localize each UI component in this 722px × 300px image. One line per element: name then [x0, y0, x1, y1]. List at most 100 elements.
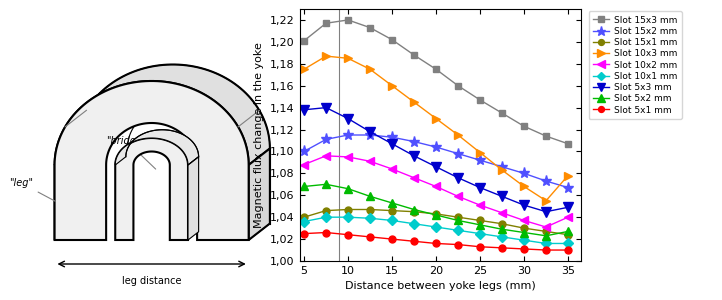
Slot 5x2 mm	[453, 219, 462, 222]
Slot 5x3 mm	[300, 108, 308, 112]
Slot 5x1 mm	[344, 233, 352, 236]
Slot 15x1 mm	[388, 209, 396, 212]
Slot 10x1 mm	[388, 219, 396, 222]
Slot 10x1 mm	[497, 235, 506, 239]
Line: Slot 10x3 mm: Slot 10x3 mm	[300, 52, 572, 205]
Slot 5x3 mm	[322, 106, 331, 110]
Text: "leg": "leg"	[9, 178, 55, 201]
X-axis label: Distance between yoke legs (mm): Distance between yoke legs (mm)	[345, 281, 536, 291]
Slot 15x1 mm	[300, 215, 308, 219]
Slot 10x2 mm	[322, 154, 331, 158]
Text: leg distance: leg distance	[122, 276, 181, 286]
Line: Slot 5x3 mm: Slot 5x3 mm	[299, 103, 573, 217]
Polygon shape	[55, 148, 76, 240]
Slot 10x2 mm	[542, 225, 550, 229]
Slot 15x3 mm	[388, 38, 396, 41]
Slot 10x1 mm	[300, 220, 308, 224]
Slot 10x3 mm	[497, 168, 506, 172]
Slot 15x3 mm	[453, 84, 462, 88]
Slot 5x1 mm	[365, 235, 374, 239]
Slot 15x3 mm	[432, 68, 440, 71]
Slot 10x3 mm	[322, 54, 331, 58]
Slot 15x2 mm	[564, 186, 573, 189]
Slot 15x3 mm	[322, 21, 331, 25]
Slot 5x2 mm	[476, 223, 484, 226]
Slot 5x2 mm	[497, 227, 506, 231]
Slot 10x3 mm	[453, 133, 462, 137]
Slot 15x3 mm	[497, 111, 506, 115]
Slot 15x2 mm	[322, 138, 331, 141]
Slot 5x1 mm	[453, 243, 462, 246]
Slot 15x3 mm	[300, 39, 308, 43]
Slot 5x1 mm	[564, 248, 573, 252]
Slot 15x3 mm	[476, 98, 484, 102]
Slot 15x2 mm	[344, 133, 352, 137]
Slot 10x3 mm	[300, 68, 308, 71]
Slot 10x2 mm	[476, 203, 484, 207]
Slot 10x1 mm	[453, 229, 462, 232]
Slot 10x2 mm	[344, 155, 352, 159]
Slot 5x3 mm	[497, 195, 506, 198]
Slot 5x1 mm	[409, 239, 418, 243]
Slot 10x1 mm	[322, 215, 331, 219]
Slot 10x3 mm	[365, 68, 374, 71]
Line: Slot 15x3 mm: Slot 15x3 mm	[300, 16, 572, 147]
Slot 15x1 mm	[497, 222, 506, 226]
Slot 15x3 mm	[365, 26, 374, 29]
Slot 15x2 mm	[542, 179, 550, 183]
Slot 10x3 mm	[344, 56, 352, 60]
Slot 15x2 mm	[520, 172, 529, 175]
Slot 10x2 mm	[520, 219, 529, 222]
Slot 15x2 mm	[300, 150, 308, 153]
Slot 10x3 mm	[564, 174, 573, 177]
Slot 15x3 mm	[344, 18, 352, 22]
Slot 15x1 mm	[322, 209, 331, 212]
Slot 15x3 mm	[542, 134, 550, 138]
Line: Slot 10x2 mm: Slot 10x2 mm	[300, 152, 572, 231]
Slot 5x2 mm	[542, 234, 550, 238]
Slot 15x2 mm	[497, 165, 506, 169]
Slot 10x2 mm	[365, 160, 374, 163]
Slot 5x2 mm	[344, 187, 352, 190]
Slot 5x3 mm	[344, 117, 352, 120]
Slot 10x1 mm	[542, 242, 550, 245]
Slot 10x3 mm	[388, 84, 396, 88]
Slot 5x3 mm	[453, 176, 462, 179]
Slot 15x2 mm	[365, 133, 374, 137]
Slot 5x1 mm	[388, 237, 396, 241]
Slot 10x2 mm	[388, 167, 396, 171]
Slot 10x3 mm	[476, 151, 484, 154]
Slot 10x3 mm	[409, 100, 418, 104]
Slot 5x2 mm	[388, 201, 396, 205]
Line: Slot 5x2 mm: Slot 5x2 mm	[300, 180, 572, 240]
Line: Slot 5x1 mm: Slot 5x1 mm	[300, 229, 572, 254]
Slot 10x3 mm	[542, 199, 550, 202]
Slot 5x3 mm	[520, 203, 529, 207]
Slot 5x2 mm	[322, 182, 331, 186]
Slot 10x2 mm	[300, 163, 308, 166]
Line: Slot 15x2 mm: Slot 15x2 mm	[298, 129, 573, 193]
Slot 10x3 mm	[432, 117, 440, 120]
Slot 10x1 mm	[365, 217, 374, 220]
Slot 15x1 mm	[409, 210, 418, 214]
Line: Slot 15x1 mm: Slot 15x1 mm	[300, 206, 572, 238]
Slot 5x3 mm	[564, 206, 573, 209]
Slot 15x1 mm	[344, 208, 352, 211]
Slot 5x2 mm	[564, 230, 573, 233]
Slot 5x3 mm	[542, 210, 550, 214]
Slot 15x1 mm	[432, 212, 440, 216]
Slot 10x2 mm	[497, 211, 506, 214]
Slot 5x3 mm	[365, 130, 374, 134]
Polygon shape	[55, 64, 270, 165]
Slot 5x3 mm	[388, 142, 396, 146]
Slot 10x1 mm	[476, 232, 484, 236]
Slot 15x1 mm	[542, 230, 550, 233]
Slot 15x2 mm	[453, 152, 462, 155]
Slot 5x2 mm	[432, 213, 440, 217]
Slot 5x1 mm	[432, 242, 440, 245]
Slot 10x1 mm	[432, 225, 440, 229]
Slot 5x2 mm	[300, 185, 308, 188]
Polygon shape	[188, 157, 199, 240]
Slot 10x2 mm	[564, 215, 573, 219]
Slot 15x2 mm	[388, 135, 396, 139]
